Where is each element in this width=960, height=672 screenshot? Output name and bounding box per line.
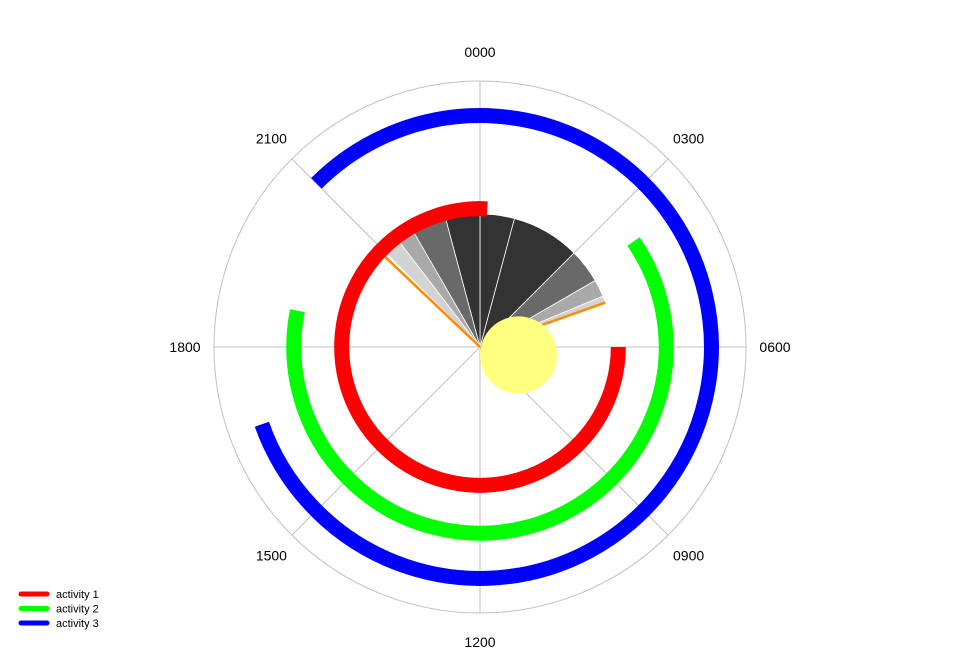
legend: activity 1 activity 2 activity 3 <box>18 589 99 630</box>
twilight-line <box>382 254 481 348</box>
hour-tick-label: 1200 <box>464 634 495 650</box>
legend-label: activity 1 <box>56 589 99 601</box>
activity-arc <box>334 201 626 493</box>
activity-arc <box>286 237 674 541</box>
daylight-sun <box>480 316 558 394</box>
legend-label: activity 3 <box>56 618 99 630</box>
hour-tick-label: 2100 <box>256 130 287 146</box>
hour-tick-label: 0000 <box>464 44 495 60</box>
hour-tick-label: 0600 <box>759 339 790 355</box>
hour-tick-label: 1500 <box>256 548 287 564</box>
legend-label: activity 2 <box>56 604 99 616</box>
activity-arcs <box>254 108 719 586</box>
daylight-disc <box>480 316 558 394</box>
hour-tick-labels: 0600 0900 1200 1500 1800 2100 0000 0300 <box>169 44 790 650</box>
hour-tick-label: 1800 <box>169 339 200 355</box>
hour-tick-label: 0300 <box>673 130 704 146</box>
hour-tick-label: 0900 <box>673 548 704 564</box>
activity-arc <box>254 108 719 586</box>
